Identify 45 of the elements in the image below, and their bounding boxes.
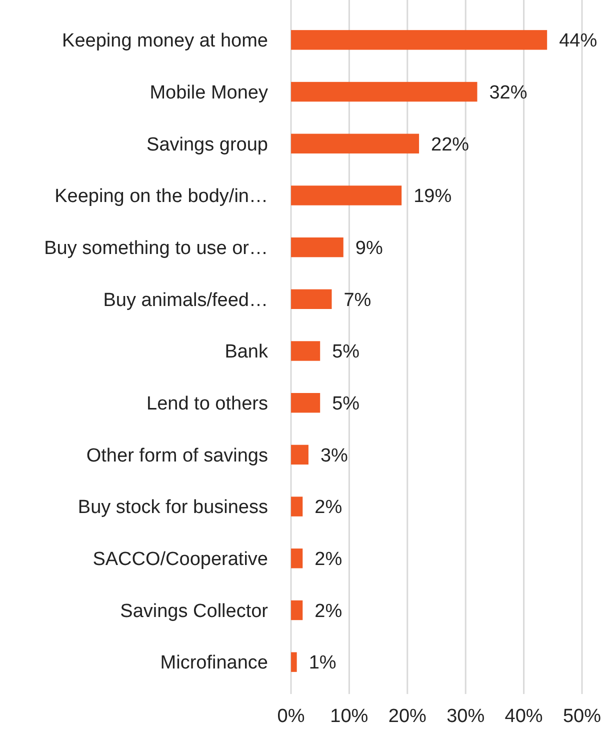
y-tick-label: Buy animals/feed… bbox=[103, 290, 268, 311]
y-tick-label: Microfinance bbox=[160, 652, 268, 674]
x-tick-label: 40% bbox=[504, 706, 543, 727]
bar bbox=[291, 134, 420, 154]
bar bbox=[291, 186, 402, 206]
data-label: 32% bbox=[489, 82, 528, 104]
data-label: 44% bbox=[559, 30, 598, 52]
y-tick-label: Keeping money at home bbox=[62, 30, 268, 52]
bar bbox=[291, 652, 297, 672]
data-label: 2% bbox=[314, 549, 342, 570]
y-tick-label: Mobile Money bbox=[150, 82, 268, 104]
y-tick-label: Buy something to use or… bbox=[44, 238, 268, 259]
bar bbox=[291, 237, 344, 258]
y-tick-label: Savings group bbox=[146, 134, 268, 156]
data-label: 2% bbox=[314, 600, 342, 622]
x-tick-label: 50% bbox=[562, 706, 602, 727]
x-tick-label: 20% bbox=[388, 706, 427, 727]
x-tick-label: 30% bbox=[446, 706, 485, 727]
bar bbox=[291, 600, 303, 620]
data-label: 5% bbox=[332, 342, 360, 363]
y-tick-label: Buy stock for business bbox=[78, 497, 268, 518]
data-label: 1% bbox=[308, 652, 336, 674]
y-tick-label: SACCO/Cooperative bbox=[92, 549, 268, 570]
data-label: 22% bbox=[431, 134, 470, 156]
bar bbox=[291, 444, 308, 465]
data-label: 19% bbox=[414, 186, 452, 208]
y-tick-label: Keeping on the body/in… bbox=[54, 186, 268, 208]
bar bbox=[291, 548, 303, 568]
bar bbox=[291, 82, 478, 102]
y-tick-label: Savings Collector bbox=[120, 600, 269, 622]
bar bbox=[291, 392, 320, 413]
bar bbox=[291, 496, 303, 516]
bar bbox=[291, 341, 320, 361]
x-tick-label: 10% bbox=[330, 706, 368, 727]
data-label: 9% bbox=[355, 238, 383, 259]
bar bbox=[291, 30, 548, 50]
data-label: 2% bbox=[314, 497, 342, 518]
data-label: 3% bbox=[320, 445, 348, 466]
bar bbox=[291, 289, 332, 310]
y-tick-label: Lend to others bbox=[146, 393, 268, 414]
data-label: 7% bbox=[344, 290, 372, 311]
data-label: 5% bbox=[332, 393, 360, 414]
y-tick-label: Bank bbox=[224, 342, 268, 363]
x-tick-label: 0% bbox=[277, 706, 305, 727]
y-tick-label: Other form of savings bbox=[86, 445, 268, 466]
